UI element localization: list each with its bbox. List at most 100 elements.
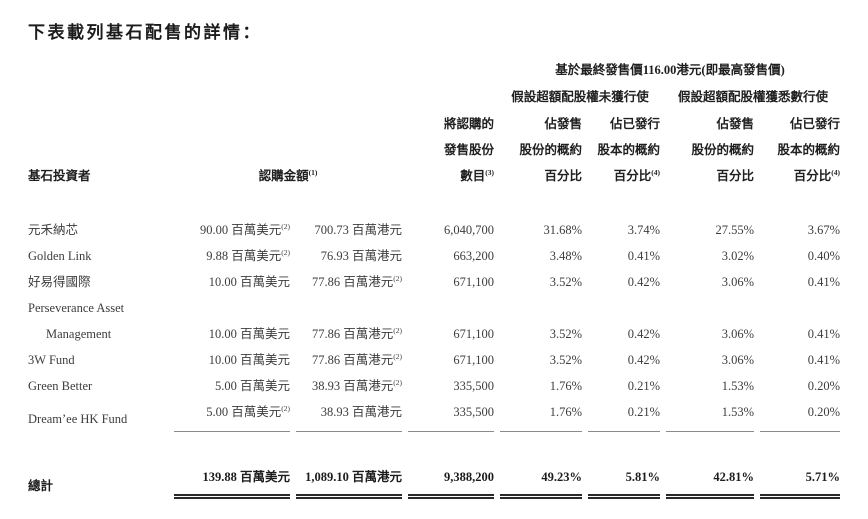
hkd-amount: 77.86 百萬港元(2) xyxy=(311,351,402,367)
offer-pct-full-exercise: 3.06% xyxy=(721,353,754,367)
shares-count: 6,040,700 xyxy=(444,223,494,237)
issued-pct-full-exercise: 0.40% xyxy=(807,249,840,263)
shares-count: 671,100 xyxy=(453,275,494,289)
header-row-price: 基於最終發售價116.00港元(即最高發售價) xyxy=(28,57,840,84)
offer-pct-no-exercise: 1.76% xyxy=(549,379,582,393)
investor-name: Dream’ee HK Fund xyxy=(28,412,128,426)
footnote-marker: (1) xyxy=(308,167,318,177)
footnote-marker: (2) xyxy=(393,325,402,335)
table-body: 元禾納芯 90.00 百萬美元(2) 700.73 百萬港元 6,040,700… xyxy=(28,189,840,432)
header-offer-pct-no-exercise: 佔發售 股份的概約 百分比 xyxy=(519,117,582,183)
offer-pct-no-exercise: 1.76% xyxy=(500,399,582,432)
investor-name: Green Better xyxy=(28,379,93,393)
spacer-row xyxy=(28,432,840,464)
investor-name: 元禾納芯 xyxy=(28,223,79,237)
total-offer-pct-full-exercise: 42.81% xyxy=(666,464,754,499)
table-row: Golden Link 9.88 百萬美元(2) 76.93 百萬港元 663,… xyxy=(28,243,840,269)
shares-count: 671,100 xyxy=(453,327,494,341)
table-row: 3W Fund 10.00 百萬美元 77.86 百萬港元(2) 671,100… xyxy=(28,347,840,373)
table-row: Dream’ee HK Fund 5.00 百萬美元(2) 38.93 百萬港元… xyxy=(28,399,840,432)
usd-amount: 10.00 百萬美元 xyxy=(208,327,290,341)
offer-pct-full-exercise: 1.53% xyxy=(666,399,754,432)
shares-count: 335,500 xyxy=(408,399,494,432)
investor-name: Perseverance Asset Management xyxy=(28,301,125,341)
header-issued-pct-no-exercise: 佔已發行 股本的概約 百分比(4) xyxy=(597,117,660,183)
hkd-amount: 700.73 百萬港元 xyxy=(314,223,402,237)
offer-pct-full-exercise: 3.06% xyxy=(721,327,754,341)
total-row: 總計 139.88 百萬美元 1,089.10 百萬港元 9,388,200 4… xyxy=(28,464,840,499)
footnote-marker: (3) xyxy=(485,167,494,177)
shares-count: 671,100 xyxy=(453,353,494,367)
header-spacer xyxy=(28,57,494,84)
issued-pct-full-exercise: 0.41% xyxy=(807,353,840,367)
header-investor: 基石投資者 xyxy=(28,169,91,183)
issued-pct-no-exercise: 0.42% xyxy=(627,327,660,341)
header-offer-pct-full-exercise: 佔發售 股份的概約 百分比 xyxy=(691,117,754,183)
issued-pct-no-exercise: 0.41% xyxy=(627,249,660,263)
hkd-amount: 77.86 百萬港元(2) xyxy=(311,273,402,289)
header-final-offer-price: 基於最終發售價116.00港元(即最高發售價) xyxy=(555,63,785,77)
issued-pct-no-exercise: 0.42% xyxy=(627,275,660,289)
footnote-marker: (4) xyxy=(651,167,660,177)
usd-amount: 9.88 百萬美元(2) xyxy=(206,247,290,263)
issued-pct-no-exercise: 0.21% xyxy=(588,399,660,432)
hkd-amount: 76.93 百萬港元 xyxy=(320,249,402,263)
usd-amount: 10.00 百萬美元 xyxy=(208,275,290,289)
footnote-marker: (4) xyxy=(831,167,840,177)
issued-pct-no-exercise: 3.74% xyxy=(627,223,660,237)
header-issued-pct-full-exercise: 佔已發行 股本的概約 百分比(4) xyxy=(777,117,840,183)
total-issued-pct-no-exercise: 5.81% xyxy=(588,464,660,499)
header-shares-count: 將認購的 發售股份 數目(3) xyxy=(443,117,494,183)
usd-amount: 10.00 百萬美元 xyxy=(208,353,290,367)
table-row: Perseverance Asset Management 10.00 百萬美元 … xyxy=(28,295,840,347)
hkd-amount: 38.93 百萬港元(2) xyxy=(311,377,402,393)
header-spacer xyxy=(28,84,494,111)
table-row: Green Better 5.00 百萬美元 38.93 百萬港元(2) 335… xyxy=(28,373,840,399)
offer-pct-full-exercise: 3.06% xyxy=(721,275,754,289)
table-header: 基於最終發售價116.00港元(即最高發售價) 假設超額配股權未獲行使 假設超額… xyxy=(28,57,840,189)
table-footer: 總計 139.88 百萬美元 1,089.10 百萬港元 9,388,200 4… xyxy=(28,432,840,499)
hkd-amount: 38.93 百萬港元 xyxy=(296,399,402,432)
total-offer-pct-no-exercise: 49.23% xyxy=(500,464,582,499)
total-issued-pct-full-exercise: 5.71% xyxy=(760,464,840,499)
header-subscription-amount: 認購金額(1) xyxy=(174,111,402,189)
shares-count: 663,200 xyxy=(453,249,494,263)
footnote-marker: (2) xyxy=(393,273,402,283)
offer-pct-no-exercise: 3.52% xyxy=(549,327,582,341)
page-title: 下表載列基石配售的詳情： xyxy=(28,23,262,42)
issued-pct-full-exercise: 0.20% xyxy=(760,399,840,432)
issued-pct-no-exercise: 0.42% xyxy=(627,353,660,367)
investor-name: 3W Fund xyxy=(28,353,75,367)
header-row-groups: 假設超額配股權未獲行使 假設超額配股權獲悉數行使 xyxy=(28,84,840,111)
shares-count: 335,500 xyxy=(453,379,494,393)
usd-amount: 5.00 百萬美元 xyxy=(214,379,290,393)
issued-pct-full-exercise: 0.41% xyxy=(807,327,840,341)
investor-name: Golden Link xyxy=(28,249,92,263)
table-row: 元禾納芯 90.00 百萬美元(2) 700.73 百萬港元 6,040,700… xyxy=(28,189,840,243)
issued-pct-full-exercise: 0.20% xyxy=(807,379,840,393)
total-shares-count: 9,388,200 xyxy=(408,464,494,499)
header-full-exercise: 假設超額配股權獲悉數行使 xyxy=(677,90,828,104)
offer-pct-no-exercise: 31.68% xyxy=(543,223,582,237)
footnote-marker: (2) xyxy=(281,403,290,413)
total-label: 總計 xyxy=(28,479,54,493)
investor-name: 好易得國際 xyxy=(28,275,91,289)
offer-pct-full-exercise: 3.02% xyxy=(721,249,754,263)
header-row-columns: 基石投資者 認購金額(1) 將認購的 發售股份 數目(3) 佔發售 股份的概約 … xyxy=(28,111,840,189)
footnote-marker: (2) xyxy=(393,377,402,387)
issued-pct-no-exercise: 0.21% xyxy=(627,379,660,393)
issued-pct-full-exercise: 0.41% xyxy=(807,275,840,289)
usd-amount: 5.00 百萬美元(2) xyxy=(174,399,290,432)
issued-pct-full-exercise: 3.67% xyxy=(807,223,840,237)
footnote-marker: (2) xyxy=(393,351,402,361)
offer-pct-no-exercise: 3.52% xyxy=(549,353,582,367)
header-subscription-label: 認購金額 xyxy=(258,169,309,183)
total-hkd-amount: 1,089.10 百萬港元 xyxy=(296,464,402,499)
total-usd-amount: 139.88 百萬美元 xyxy=(174,464,290,499)
hkd-amount: 77.86 百萬港元(2) xyxy=(311,325,402,341)
header-no-exercise: 假設超額配股權未獲行使 xyxy=(511,90,649,104)
offer-pct-full-exercise: 27.55% xyxy=(715,223,754,237)
table-row: 好易得國際 10.00 百萬美元 77.86 百萬港元(2) 671,100 3… xyxy=(28,269,840,295)
cornerstone-placing-table: 基於最終發售價116.00港元(即最高發售價) 假設超額配股權未獲行使 假設超額… xyxy=(22,57,846,499)
